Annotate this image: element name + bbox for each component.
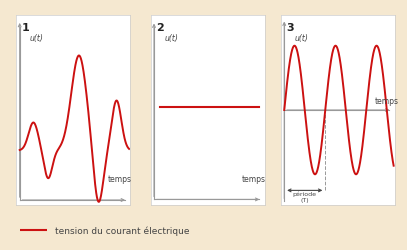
Text: temps: temps [374,97,398,106]
Text: tension du courant électrique: tension du courant électrique [55,226,190,236]
Text: période
(T): période (T) [293,192,317,203]
Text: u(t): u(t) [295,34,309,43]
Text: temps: temps [107,175,131,184]
Text: temps: temps [242,175,266,184]
Text: u(t): u(t) [164,34,178,43]
Text: u(t): u(t) [30,34,44,43]
Text: 3: 3 [287,22,294,32]
Text: 1: 1 [22,22,30,32]
Text: 2: 2 [156,22,164,32]
